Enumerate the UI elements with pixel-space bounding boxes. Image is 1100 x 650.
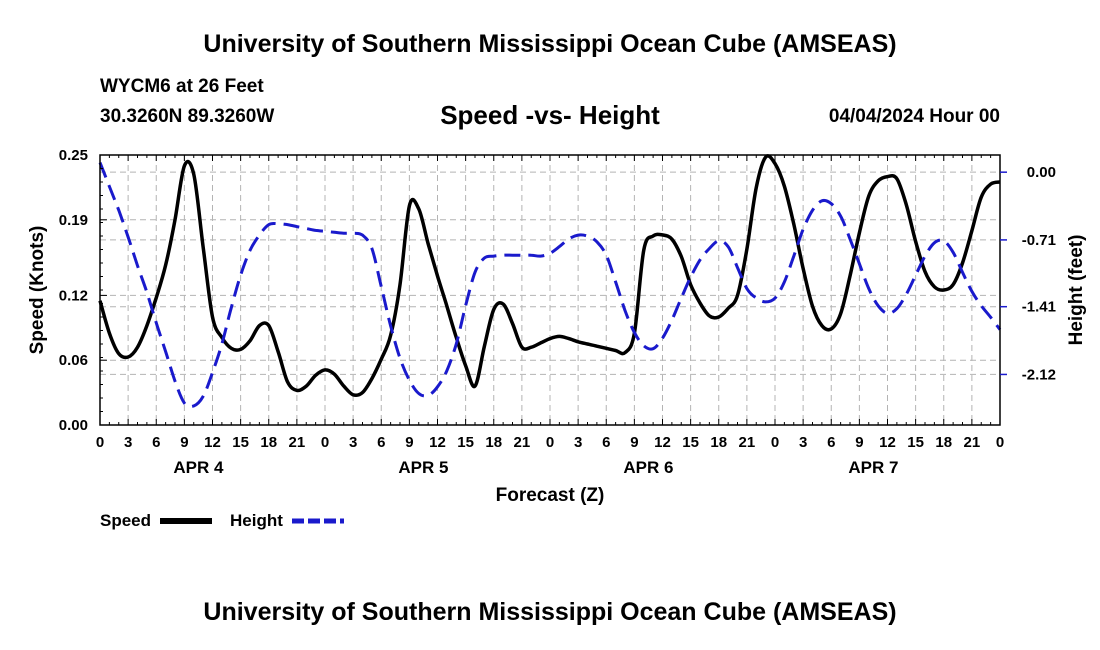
x-tick-label: 21 <box>964 434 981 451</box>
x-tick-label: 9 <box>405 434 413 451</box>
x-tick-label: 3 <box>799 434 807 451</box>
day-label: APR 5 <box>398 458 448 477</box>
x-tick-label: 12 <box>429 434 446 451</box>
x-tick-label: 0 <box>96 434 104 451</box>
speed-series-line <box>98 154 1001 398</box>
date-stamp: 04/04/2024 Hour 00 <box>828 106 1000 127</box>
x-tick-label: 18 <box>260 434 277 451</box>
x-tick-label: 12 <box>654 434 671 451</box>
day-label: APR 6 <box>623 458 673 477</box>
y-axis-title: Speed (Knots) <box>27 226 48 355</box>
chart-title-top: University of Southern Mississippi Ocean… <box>203 30 897 58</box>
x-tick-label: 6 <box>602 434 610 451</box>
x-tick-label: 21 <box>739 434 756 451</box>
station-coordinates: 30.3260N 89.3260W <box>100 106 275 127</box>
x-tick-label: 21 <box>289 434 306 451</box>
x-tick-label: 3 <box>124 434 132 451</box>
station-label: WYCM6 at 26 Feet <box>100 76 264 97</box>
x-tick-label: 3 <box>349 434 357 451</box>
y2-tick-label: -0.71 <box>1022 232 1056 249</box>
chart-title-bottom: University of Southern Mississippi Ocean… <box>203 598 897 626</box>
x-tick-label: 15 <box>907 434 924 451</box>
x-tick-label: 18 <box>485 434 502 451</box>
x-tick-label: 9 <box>855 434 863 451</box>
x-tick-label: 0 <box>321 434 329 451</box>
y-tick-label: 0.19 <box>59 212 88 229</box>
y2-axis-title: Height (feet) <box>1066 235 1087 346</box>
x-tick-label: 0 <box>996 434 1004 451</box>
x-tick-label: 6 <box>827 434 835 451</box>
x-tick-label: 12 <box>879 434 896 451</box>
height-series-line <box>98 162 1002 409</box>
x-tick-label: 0 <box>546 434 554 451</box>
x-tick-label: 15 <box>682 434 699 451</box>
y2-tick-label: -1.41 <box>1022 299 1056 316</box>
x-tick-label: 12 <box>204 434 221 451</box>
y-tick-label: 0.25 <box>59 147 88 164</box>
chart-subtitle: Speed -vs- Height <box>440 100 660 130</box>
x-tick-label: 3 <box>574 434 582 451</box>
x-tick-label: 9 <box>630 434 638 451</box>
series-layer <box>98 154 1002 409</box>
x-tick-label: 18 <box>935 434 952 451</box>
x-tick-label: 18 <box>710 434 727 451</box>
y-tick-label: 0.06 <box>59 352 88 369</box>
x-tick-label: 0 <box>771 434 779 451</box>
x-tick-label: 15 <box>457 434 474 451</box>
day-label: APR 4 <box>173 458 224 477</box>
chart-grid <box>100 155 1000 425</box>
axis-labels: 0 3 6 9 12 15 18 21 0 3 6 9 12 15 18 21 0 3 6 9 12 15 18 21 0 3 6 9… <box>27 147 1087 506</box>
x-tick-label: 15 <box>232 434 249 451</box>
x-axis-title: Forecast (Z) <box>496 485 605 506</box>
y-tick-label: 0.00 <box>59 417 88 434</box>
day-label: APR 7 <box>848 458 898 477</box>
y-tick-label: 0.12 <box>59 287 88 304</box>
x-tick-label: 6 <box>377 434 385 451</box>
legend-label-height: Height <box>230 511 283 530</box>
x-tick-label: 6 <box>152 434 160 451</box>
x-tick-label: 21 <box>514 434 531 451</box>
x-tick-label: 9 <box>180 434 188 451</box>
y2-tick-label: -2.12 <box>1022 366 1056 383</box>
axis-ticks <box>99 154 1007 426</box>
y2-tick-label: 0.00 <box>1027 164 1056 181</box>
legend-label-speed: Speed <box>100 511 151 530</box>
chart-legend: Speed Height <box>100 511 344 530</box>
